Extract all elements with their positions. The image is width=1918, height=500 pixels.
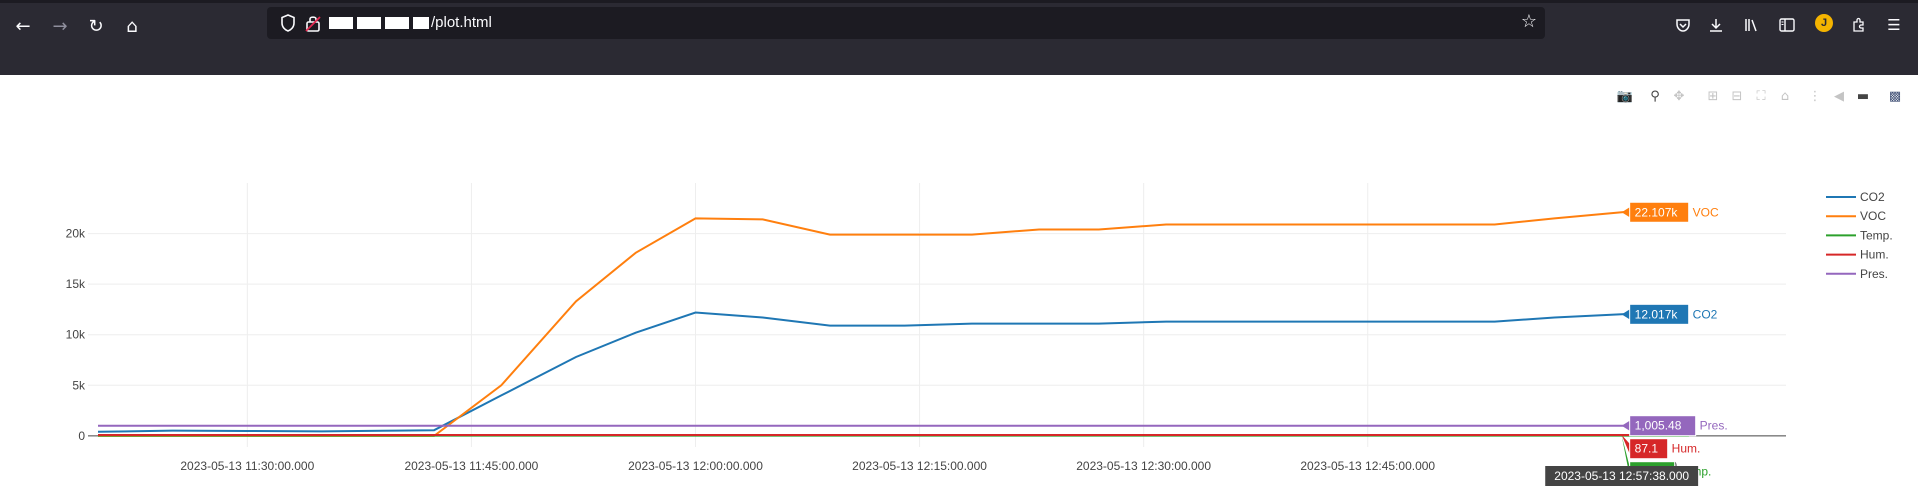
hover-pointer-pres xyxy=(1621,420,1630,431)
lock-insecure-icon[interactable] xyxy=(305,13,321,33)
redacted-host-segment xyxy=(357,17,381,29)
sidebar-icon[interactable] xyxy=(1774,12,1800,38)
legend-label-co2[interactable]: CO2 xyxy=(1860,190,1885,204)
pan-icon[interactable]: ✥ xyxy=(1673,88,1685,104)
browser-toolbar: ← → ↻ ⌂ /plot.html ☆ J ☰ xyxy=(0,0,1918,75)
hover-value-co2: 12.017k xyxy=(1635,307,1679,321)
hover-series-name-voc: VOC xyxy=(1693,205,1719,219)
tab-strip-edge xyxy=(0,0,1918,3)
reload-icon[interactable]: ↻ xyxy=(88,15,104,37)
redacted-host-segment xyxy=(385,17,409,29)
y-tick-label: 20k xyxy=(66,227,86,241)
y-tick-label: 0 xyxy=(78,429,85,443)
y-tick-label: 5k xyxy=(72,378,86,392)
hover-pointer-co2 xyxy=(1621,309,1630,320)
grid-lines xyxy=(88,183,1786,447)
spike-lines-icon[interactable]: ⋮ xyxy=(1808,88,1822,104)
hover-pointer-hum xyxy=(1621,434,1630,454)
series-lines[interactable] xyxy=(97,206,1689,437)
x-tick-label: 2023-05-13 12:15:00.000 xyxy=(852,459,987,473)
legend[interactable]: CO2 VOC Temp. Hum. Pres. xyxy=(1826,190,1893,281)
legend-label-voc[interactable]: VOC xyxy=(1860,209,1886,223)
zoom-icon[interactable]: ⚲ xyxy=(1650,88,1660,104)
legend-label-hum[interactable]: Hum. xyxy=(1860,248,1889,262)
arrow-left-icon[interactable]: ← xyxy=(15,15,31,37)
library-icon[interactable] xyxy=(1738,12,1764,38)
redacted-host-segment xyxy=(329,17,353,29)
x-tick-label: 2023-05-13 12:00:00.000 xyxy=(628,459,763,473)
home-icon[interactable]: ⌂ xyxy=(126,15,138,37)
hover-compare-icon[interactable]: ▬ xyxy=(1856,88,1870,104)
pocket-icon[interactable] xyxy=(1670,12,1696,38)
hover-series-name-pres: Pres. xyxy=(1700,419,1728,433)
zoom-in-icon[interactable]: ⊞ xyxy=(1707,88,1719,104)
hover-closest-icon[interactable]: ◀ xyxy=(1834,88,1844,104)
x-axis-ticks: 2023-05-13 11:30:00.000 2023-05-13 11:45:… xyxy=(180,459,1435,473)
y-axis-ticks: 0 5k 10k 15k 20k xyxy=(66,227,86,443)
hover-box-co2 xyxy=(1629,303,1690,325)
url-bar[interactable]: /plot.html ☆ xyxy=(267,7,1545,39)
zoom-out-icon[interactable]: ⊟ xyxy=(1731,88,1743,104)
hover-x-box xyxy=(1545,466,1699,486)
hover-x-label: 2023-05-13 12:57:38.000 xyxy=(1554,469,1689,483)
hover-box-voc xyxy=(1629,201,1690,223)
hover-value-hum: 87.1 xyxy=(1635,442,1659,456)
hover-box-pres xyxy=(1629,415,1697,437)
y-tick-label: 10k xyxy=(66,328,86,342)
autoscale-icon[interactable]: ⛶ xyxy=(1756,88,1766,104)
x-tick-label: 2023-05-13 11:30:00.000 xyxy=(180,459,314,473)
shield-icon[interactable] xyxy=(279,13,297,33)
extensions-icon[interactable] xyxy=(1846,12,1872,38)
bookmark-star-icon[interactable]: ☆ xyxy=(1520,11,1537,32)
redacted-host-segment xyxy=(413,17,429,29)
legend-label-pres[interactable]: Pres. xyxy=(1860,267,1888,281)
hover-series-name-co2: CO2 xyxy=(1693,307,1718,321)
x-tick-label: 2023-05-13 12:45:00.000 xyxy=(1300,459,1435,473)
hover-value-pres: 1,005.48 xyxy=(1635,419,1682,433)
hover-series-name-hum: Hum. xyxy=(1672,442,1701,456)
camera-icon[interactable]: 📷 xyxy=(1616,88,1634,104)
x-tick-label: 2023-05-13 11:45:00.000 xyxy=(404,459,538,473)
reset-axes-icon[interactable]: ⌂ xyxy=(1780,88,1790,104)
hover-pointer-temp xyxy=(1621,435,1630,477)
y-tick-label: 15k xyxy=(66,277,86,291)
x-tick-label: 2023-05-13 12:30:00.000 xyxy=(1076,459,1211,473)
hover-labels: 022.107kVOC12.017kCO21,005.48Pres.87.1Hu… xyxy=(1501,201,1728,486)
arrow-right-icon[interactable]: → xyxy=(52,15,68,37)
series-line-co2[interactable] xyxy=(97,310,1689,433)
legend-label-temp[interactable]: Temp. xyxy=(1860,228,1893,242)
account-avatar[interactable]: J xyxy=(1815,14,1833,32)
plotly-logo-icon[interactable]: ▩ xyxy=(1888,88,1902,104)
url-path[interactable]: /plot.html xyxy=(431,14,492,31)
download-icon[interactable] xyxy=(1703,12,1729,38)
hover-box-hum xyxy=(1629,438,1669,460)
menu-icon[interactable]: ☰ xyxy=(1887,16,1901,34)
hover-value-voc: 22.107k xyxy=(1635,205,1679,219)
hover-pointer-voc xyxy=(1621,207,1630,218)
